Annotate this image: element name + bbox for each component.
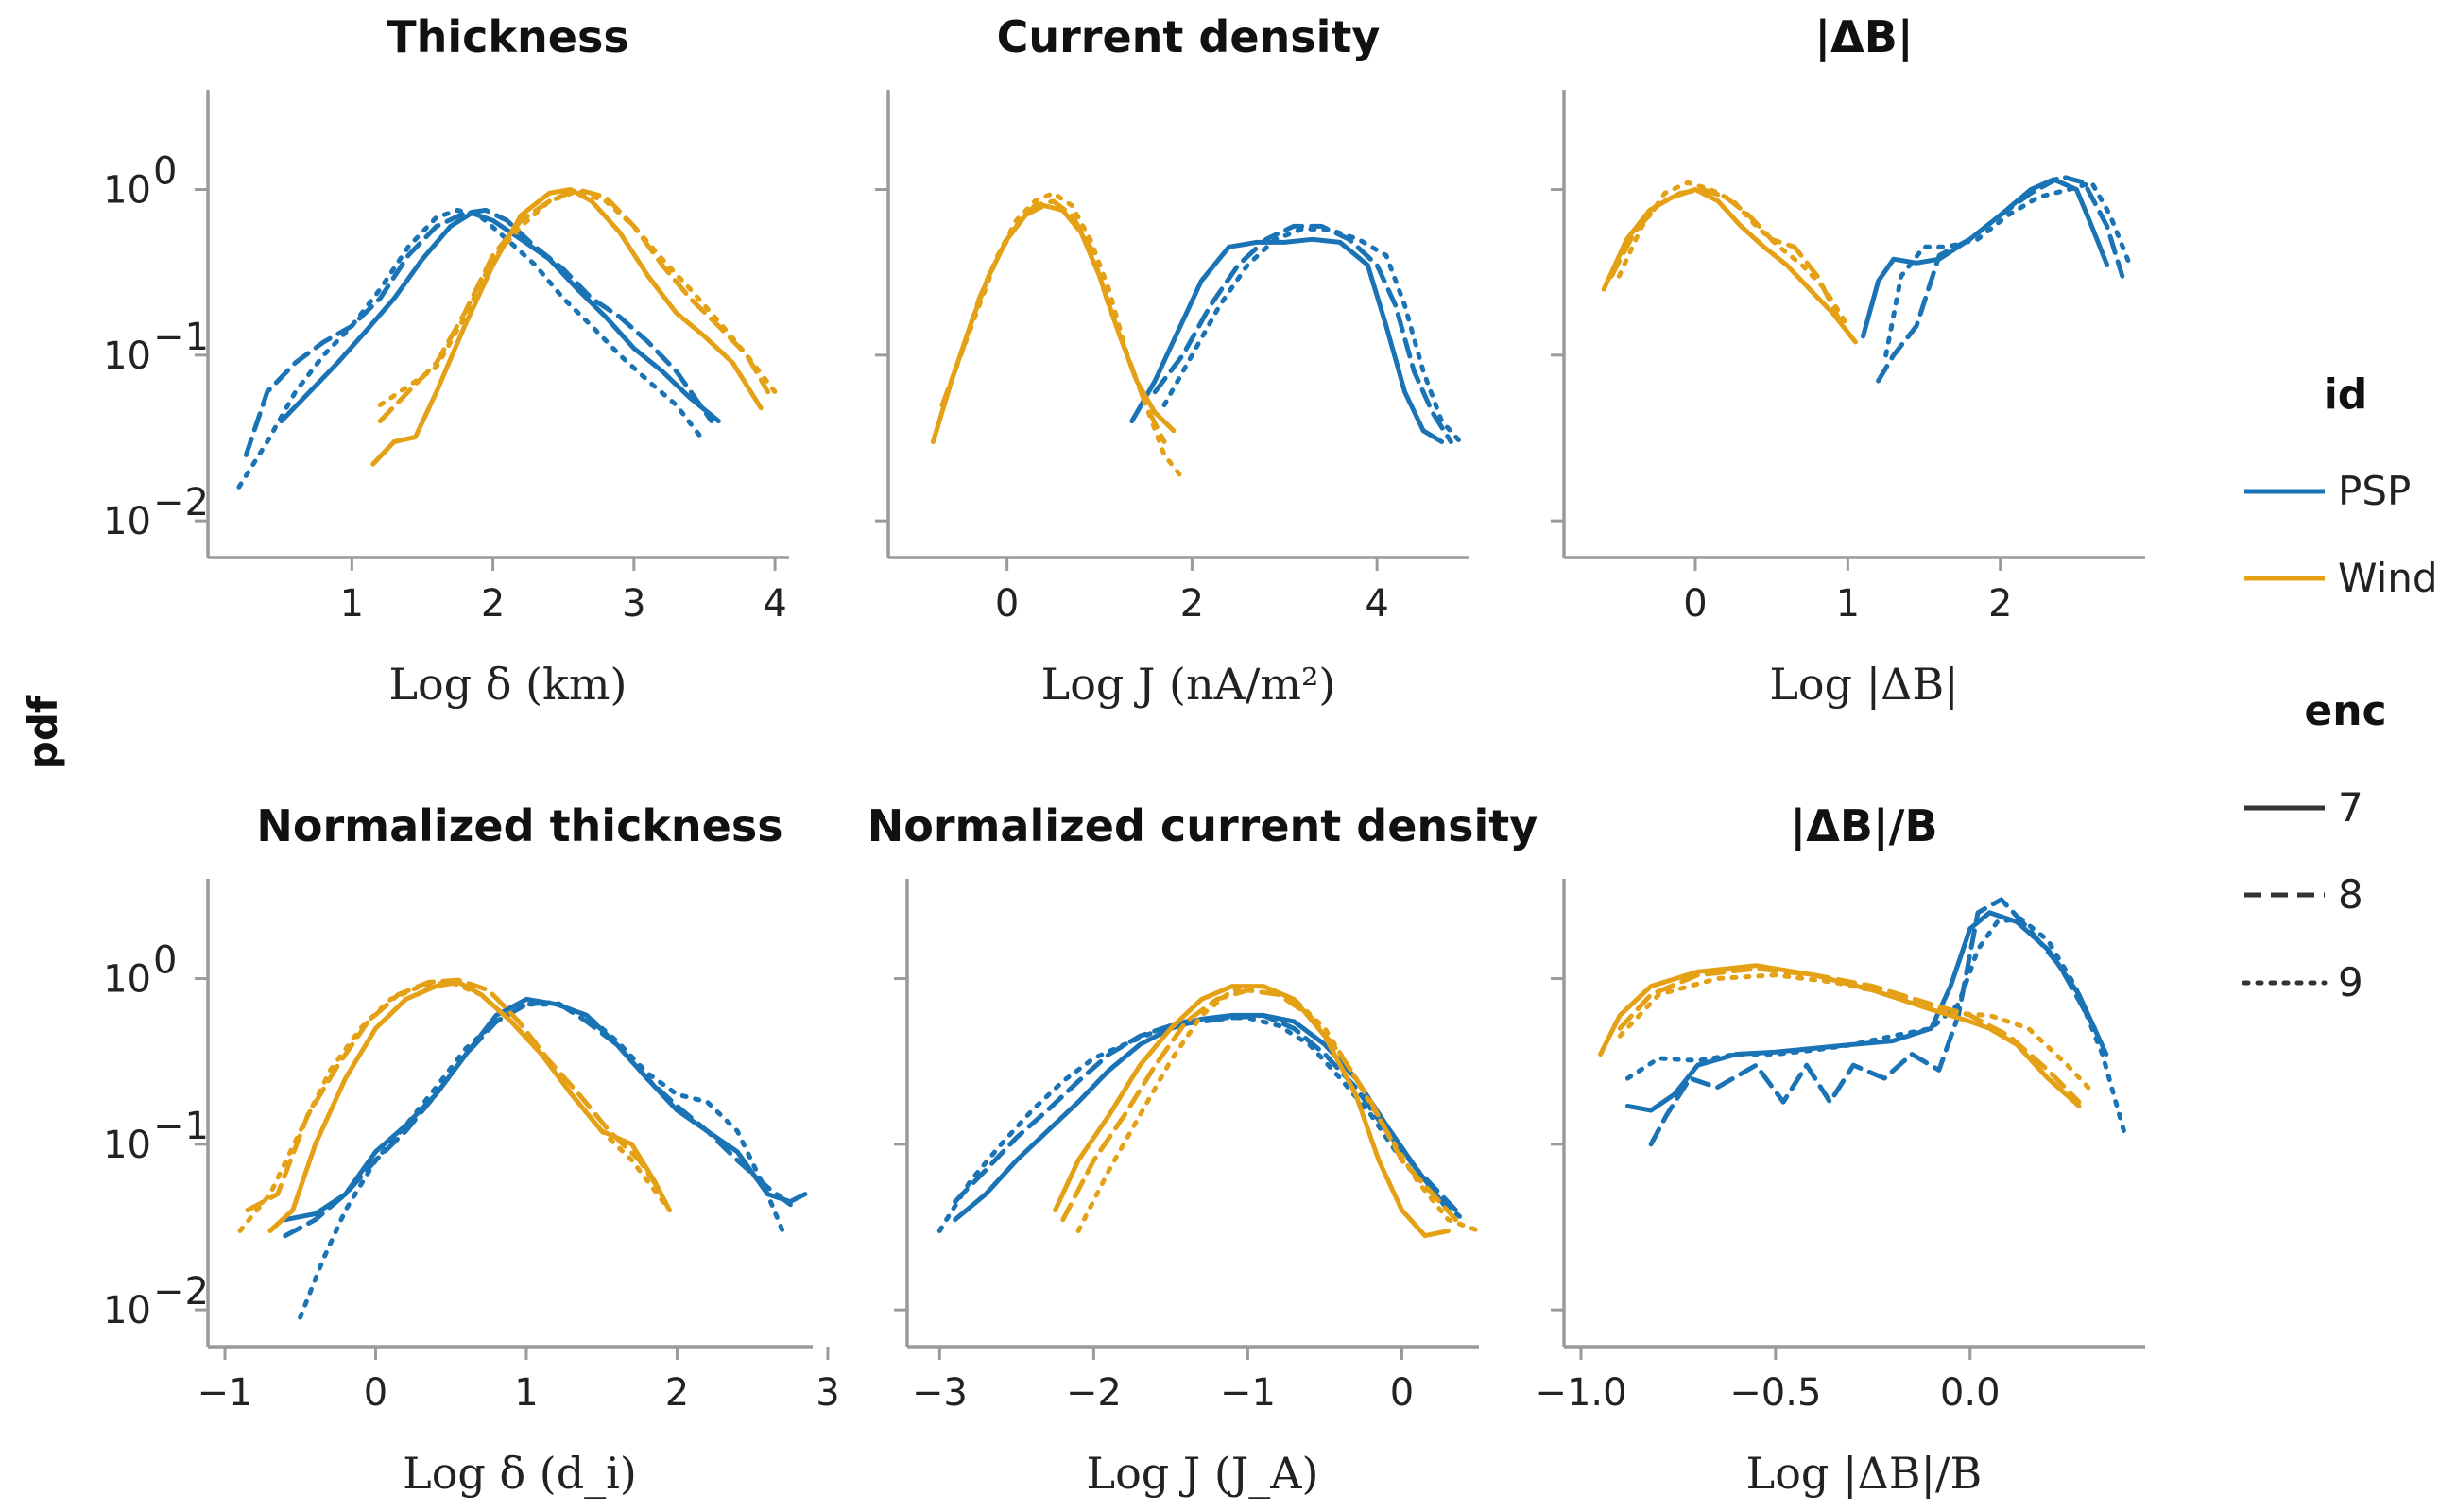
x-axis-label: Log |ΔB| (1769, 659, 1958, 710)
x-tick-label: −1 (198, 1371, 253, 1415)
x-tick-label: 0 (364, 1371, 387, 1415)
x-tick-label: 4 (763, 582, 786, 626)
series-psp-enc8 (1152, 223, 1453, 444)
legend-psp-label: PSP (2338, 468, 2411, 514)
series-psp-enc8 (1876, 174, 2125, 384)
legend-enc9-label: 9 (2338, 959, 2363, 1005)
y-tick-exponent: −1 (153, 1105, 209, 1148)
y-tick-label: 10 (103, 500, 151, 543)
x-tick-label: 3 (622, 582, 645, 626)
x-axis-label: Log |ΔB|/B (1746, 1448, 1983, 1499)
series-psp-enc9 (1624, 916, 2128, 1141)
y-tick-exponent: 0 (153, 939, 177, 983)
series-wind-enc8 (1060, 988, 1458, 1223)
series-wind-enc8 (1617, 966, 2082, 1105)
series-wind-enc7 (1601, 187, 1858, 345)
y-tick-label: 10 (103, 958, 151, 1002)
series-psp-enc8 (283, 1000, 800, 1239)
legend-wind-label: Wind (2338, 555, 2438, 601)
x-tick-label: 2 (481, 582, 505, 626)
legend: id PSP Wind enc 7 8 9 (2242, 370, 2438, 1005)
x-tick-label: 1 (1836, 582, 1860, 626)
series-psp-enc9 (298, 1002, 785, 1320)
x-tick-label: −0.5 (1729, 1371, 1821, 1415)
series-wind-enc8 (939, 198, 1167, 444)
series-wind-enc9 (1617, 972, 2097, 1097)
series-wind-enc9 (939, 190, 1186, 481)
y-tick-label: 10 (103, 335, 151, 378)
y-tick-label: 10 (103, 1124, 151, 1167)
series-psp-enc9 (936, 1015, 1467, 1233)
series-psp-enc7 (1624, 910, 2109, 1113)
legend-id-title: id (2324, 370, 2368, 419)
y-tick-exponent: −2 (153, 1270, 209, 1314)
legend-enc8-label: 8 (2338, 871, 2363, 918)
x-tick-label: 0.0 (1940, 1371, 2001, 1415)
y-tick-exponent: 0 (153, 150, 177, 194)
x-tick-label: −3 (912, 1371, 968, 1415)
x-tick-label: 0 (1390, 1371, 1414, 1415)
series-wind-enc7 (267, 979, 672, 1233)
series-psp-enc9 (1161, 226, 1463, 444)
panel-title: Normalized current density (868, 800, 1538, 851)
y-tick-exponent: −2 (153, 481, 209, 524)
series-wind-enc8 (245, 977, 664, 1213)
x-tick-label: −1 (1220, 1371, 1276, 1415)
x-tick-label: 2 (1180, 582, 1204, 626)
x-tick-label: 0 (995, 582, 1019, 626)
x-tick-label: 4 (1365, 582, 1388, 626)
x-tick-label: 1 (514, 1371, 538, 1415)
y-tick-exponent: −1 (153, 316, 209, 359)
panel-normalized-current-density: Normalized current density −3 −2 −1 0 Log J (… (868, 800, 1538, 1499)
panel-title: Normalized thickness (256, 800, 782, 851)
series-psp-enc7 (1129, 236, 1445, 444)
panel-title: |ΔB|/B (1790, 800, 1937, 852)
x-tick-label: 1 (340, 582, 364, 626)
panel-delta-b-over-b: |ΔB|/B −1.0 −0.5 0.0 Log |ΔB|/B (1535, 800, 2145, 1499)
y-tick-label: 10 (103, 1289, 151, 1332)
x-tick-label: 2 (1988, 582, 2012, 626)
series-wind-enc7 (1053, 984, 1451, 1239)
x-tick-label: 0 (1683, 582, 1707, 626)
series-psp-enc9 (236, 207, 707, 490)
y-axis-label: pdf (20, 695, 66, 769)
series-psp-enc9 (1883, 180, 2133, 358)
series-wind-enc9 (377, 188, 778, 408)
series-psp-enc8 (953, 1012, 1458, 1213)
x-axis-label: Log J (nA/m²) (1041, 659, 1336, 710)
x-axis-label: Log δ (d_i) (403, 1448, 637, 1499)
series-psp-enc7 (279, 211, 721, 424)
series-wind-enc9 (237, 979, 672, 1233)
panel-delta-b: |ΔB| 0 1 2 Log |ΔB| (1551, 11, 2145, 710)
panel-current-density: Current density 0 2 4 Log J (nA/m²) (875, 11, 1469, 710)
x-tick-label: 3 (816, 1371, 839, 1415)
series-psp-enc8 (243, 207, 714, 457)
panel-title: |ΔB| (1814, 11, 1913, 63)
series-psp-enc8 (1648, 897, 2097, 1147)
series-psp-enc7 (1861, 177, 2110, 339)
legend-enc7-label: 7 (2338, 784, 2363, 831)
series-wind-enc9 (1075, 984, 1482, 1233)
series-wind-enc9 (1616, 180, 1850, 329)
series-wind-enc7 (370, 187, 764, 467)
panel-title: Thickness (387, 11, 628, 62)
y-tick-label: 10 (103, 169, 151, 213)
panel-title: Current density (997, 11, 1381, 62)
x-tick-label: 2 (665, 1371, 689, 1415)
x-axis-label: Log J (J_A) (1087, 1448, 1319, 1499)
x-tick-label: −2 (1066, 1371, 1122, 1415)
x-axis-label: Log δ (km) (388, 659, 627, 710)
legend-enc-title: enc (2304, 687, 2386, 735)
x-tick-label: −1.0 (1535, 1371, 1626, 1415)
